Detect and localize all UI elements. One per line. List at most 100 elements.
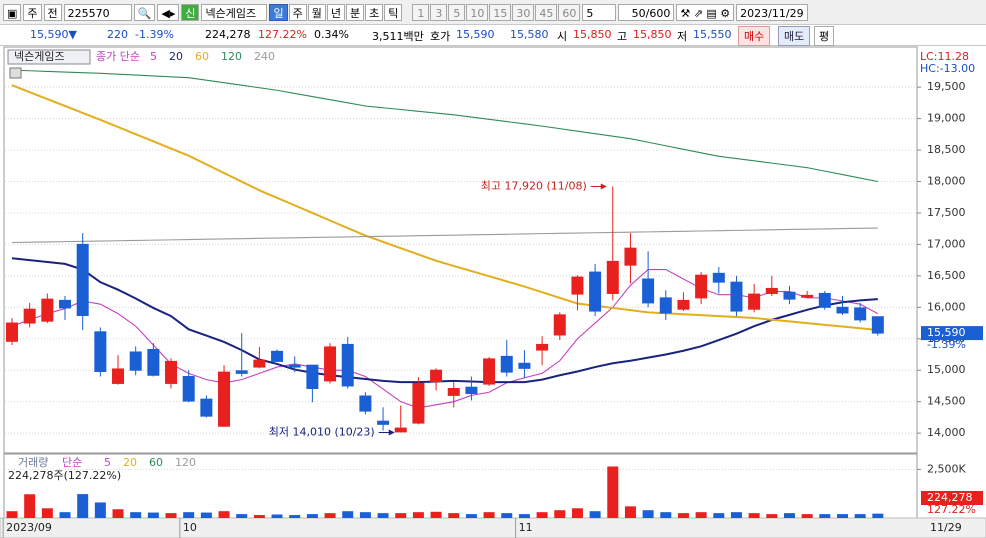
legend-box [7, 49, 91, 65]
volume-bar [536, 512, 548, 518]
low: 15,550 [693, 28, 732, 41]
sound-button[interactable]: ◀▸ [157, 3, 180, 21]
candle-body [182, 376, 195, 402]
candle-body [341, 343, 354, 387]
low-label: 저 [677, 30, 688, 43]
volume-bar [236, 514, 248, 518]
legend-title: 넥슨게임즈 [14, 50, 65, 63]
y-tick-label: 19,000 [927, 112, 966, 125]
volume-bar [836, 514, 848, 518]
volume-bar [589, 511, 601, 518]
interval-button[interactable]: 3 [430, 3, 448, 21]
volume-bar [695, 512, 707, 518]
date-input[interactable]: 2023/11/29 [736, 3, 808, 21]
count-select[interactable]: 5 [582, 3, 617, 21]
high-annotation-arrowhead [600, 183, 607, 190]
candle-body [642, 278, 655, 304]
ma-legend-item: 120 [221, 50, 242, 63]
current-volume-box [921, 491, 983, 505]
candle-body [271, 350, 284, 362]
candle-body [41, 298, 54, 322]
amount: 3,511백만 [372, 30, 424, 43]
period-button[interactable]: 틱 [384, 3, 403, 21]
interval-button[interactable]: 60 [558, 3, 581, 21]
candle-body [536, 343, 549, 351]
range-input[interactable]: 50/600 [618, 3, 675, 21]
period-button[interactable]: 월 [307, 3, 326, 21]
period-button[interactable]: 일 [269, 3, 288, 21]
candle-body [324, 346, 337, 382]
volume-bar [6, 511, 18, 518]
volume-bar [200, 512, 212, 518]
current-date: 11/29 [930, 521, 962, 534]
y-tick-label: 14,000 [927, 426, 966, 439]
candle-body [147, 348, 160, 376]
price-panel [3, 46, 918, 454]
candle-body [165, 360, 178, 384]
turnover: 0.34% [314, 28, 349, 41]
period-button[interactable]: 초 [365, 3, 384, 21]
candle-body [412, 382, 425, 424]
code-input[interactable]: 225570 [63, 3, 132, 21]
volume-ma-item: 5 [104, 456, 111, 469]
sell-button[interactable]: 매도 [778, 26, 811, 46]
high: 15,850 [633, 28, 672, 41]
volume-bar [872, 513, 884, 518]
x-tick-label: 10 [183, 521, 197, 534]
candle-body [765, 287, 778, 294]
ma-line [11, 227, 878, 244]
x-tick-label: 11 [519, 521, 533, 534]
interval-button[interactable]: 1 [412, 3, 430, 21]
interval-button[interactable]: 5 [448, 3, 466, 21]
period-button[interactable]: 주 [288, 3, 307, 21]
candle-body [129, 351, 142, 371]
y-tick-label: 18,500 [927, 143, 966, 156]
ma-legend-item: 60 [195, 50, 209, 63]
avg-button[interactable]: 평 [814, 26, 835, 46]
period-button[interactable]: 년 [326, 3, 345, 21]
interval-button[interactable]: 15 [489, 3, 512, 21]
period-button[interactable]: 분 [345, 3, 365, 21]
volume-bar [412, 512, 424, 518]
interval-button[interactable]: 10 [466, 3, 489, 21]
search-button[interactable]: 🔍 [133, 3, 156, 21]
market-select[interactable]: 주 [23, 3, 42, 21]
change: 220 [107, 28, 128, 41]
candle-body [76, 243, 89, 316]
tool-icons[interactable]: ⚒ ⇗ ▤ ⚙ [676, 3, 735, 21]
interval-button[interactable]: 30 [512, 3, 535, 21]
date-axis [0, 517, 986, 538]
current-price: 15,590 [927, 326, 966, 339]
candle-body [200, 398, 213, 417]
y-tick-label: 14,500 [927, 395, 966, 408]
volume-bar [77, 494, 89, 518]
volume-bar [324, 513, 336, 518]
volume-bar [147, 512, 159, 518]
volume-bar [271, 514, 283, 518]
chart-icon[interactable]: ▣ [3, 3, 22, 21]
volume-bar [483, 512, 495, 518]
volume-bar [677, 513, 689, 518]
current-price-box [921, 326, 983, 341]
buy-button[interactable]: 매수 [738, 26, 771, 46]
quote-bar: 15,590▼ 220 -1.39% 224,278 127.22% 0.34%… [0, 25, 986, 46]
high-annotation: 최고 17,920 (11/08) [481, 180, 587, 193]
volume-ratio: 127.22% [258, 28, 307, 41]
volume-bar [465, 514, 477, 518]
chart: 14,00014,50015,00015,50016,00016,50017,0… [0, 46, 986, 538]
ma-line [11, 257, 878, 384]
hc-label: HC:-13.00 [920, 62, 975, 75]
candle-body [6, 322, 18, 342]
x-tick-label: 2023/09 [6, 521, 52, 534]
candle-body [235, 370, 248, 374]
volume-bar [554, 510, 566, 518]
candle-body [836, 306, 849, 314]
volume-bar [342, 511, 354, 518]
candle-body [553, 314, 566, 336]
volume-ma-item: 60 [149, 456, 163, 469]
prev-button[interactable]: 전 [43, 3, 62, 21]
interval-button[interactable]: 45 [535, 3, 558, 21]
volume-bar [748, 513, 760, 518]
